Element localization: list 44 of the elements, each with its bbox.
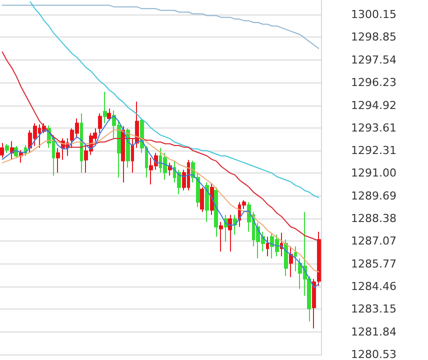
candlestick xyxy=(131,138,134,174)
y-tick-label: 1288.38 xyxy=(351,212,396,226)
y-tick-label: 1285.77 xyxy=(351,257,396,270)
candlestick xyxy=(107,108,111,121)
candlestick xyxy=(163,152,167,180)
candlestick xyxy=(284,239,288,277)
candlestick xyxy=(219,221,223,252)
y-tick-label: 1291.00 xyxy=(351,166,396,180)
candlestick xyxy=(98,112,102,134)
y-tick-label: 1283.15 xyxy=(351,302,396,316)
y-tick-label: 1280.53 xyxy=(351,348,396,360)
candlestick xyxy=(5,144,9,154)
line-series xyxy=(2,51,320,242)
line-series xyxy=(2,116,320,288)
y-tick-label: 1284.46 xyxy=(351,280,396,293)
candlestick xyxy=(0,142,4,158)
candlestick xyxy=(294,246,297,272)
candlestick xyxy=(228,214,232,252)
y-tick-label: 1289.69 xyxy=(351,189,396,202)
y-tick-label: 1300.15 xyxy=(351,8,396,22)
candlestick xyxy=(56,147,60,174)
line-series xyxy=(30,1,320,198)
candlestick xyxy=(266,236,269,257)
y-tick-label: 1294.92 xyxy=(351,98,396,112)
y-tick-label: 1298.85 xyxy=(351,30,396,44)
candlestick xyxy=(317,231,321,286)
candlestick xyxy=(210,182,214,216)
candlestick xyxy=(10,140,14,160)
y-tick-label: 1297.54 xyxy=(351,53,396,66)
candlestick xyxy=(205,182,209,222)
candlestick xyxy=(214,186,218,238)
candlestick xyxy=(103,91,107,124)
candlestick xyxy=(80,112,83,174)
candlestick xyxy=(312,278,316,329)
candlestick xyxy=(121,126,125,184)
line-series xyxy=(2,4,320,49)
candlestick xyxy=(289,246,293,278)
y-tick-label: 1293.61 xyxy=(351,121,396,134)
line-series xyxy=(2,129,320,272)
y-tick-label: 1296.23 xyxy=(351,76,396,90)
y-tick-label: 1292.31 xyxy=(351,144,396,157)
candlestick xyxy=(200,186,204,212)
y-tick-label: 1287.07 xyxy=(351,234,396,248)
y-tick-label: 1281.84 xyxy=(351,325,396,338)
